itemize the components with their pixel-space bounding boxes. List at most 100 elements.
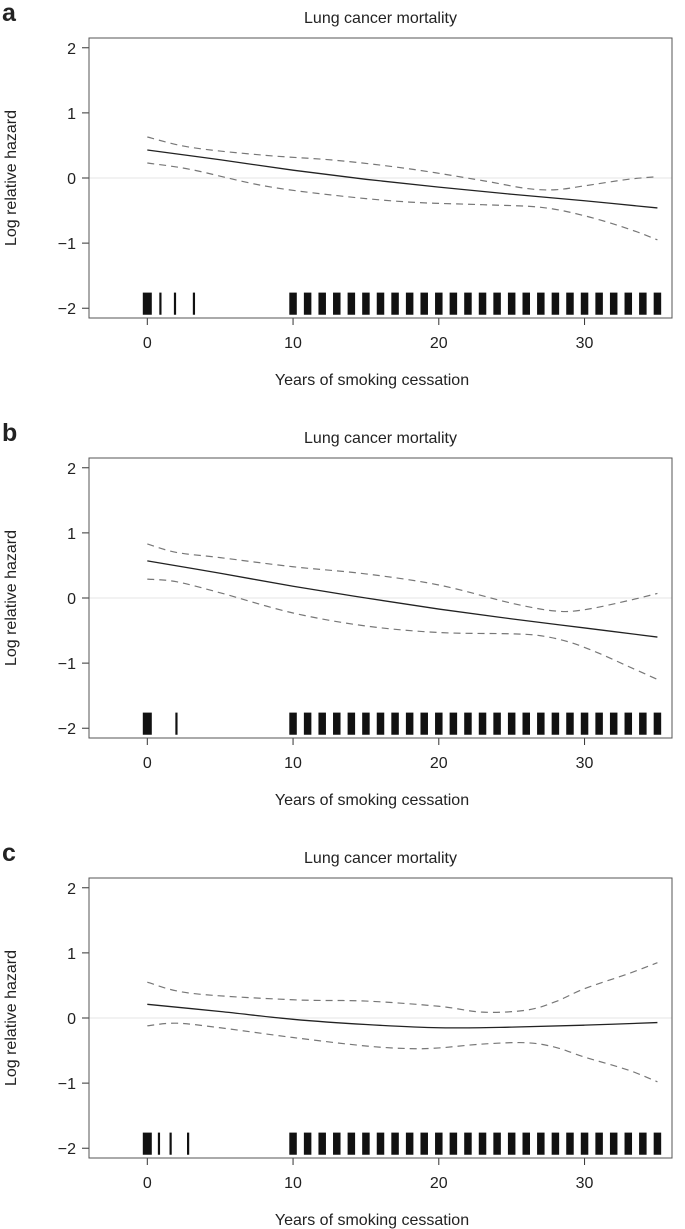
- chart-title: Lung cancer mortality: [304, 430, 457, 447]
- rug-mark: [142, 292, 152, 315]
- rug-plot: [142, 1132, 662, 1155]
- rug-mark: [566, 292, 574, 315]
- rug-mark: [464, 292, 472, 315]
- rug-mark: [493, 292, 501, 315]
- rug-mark: [478, 1132, 487, 1155]
- y-tick-label: 2: [67, 41, 76, 58]
- chart-panel-b: b Lung cancer mortality Years of smoking c…: [2, 419, 673, 809]
- chart-title: Lung cancer mortality: [304, 850, 457, 867]
- rug-mark: [580, 292, 589, 315]
- series-ci-upper-line: [147, 136, 658, 191]
- rug-mark: [624, 712, 633, 735]
- rug-mark: [391, 292, 399, 315]
- rug-mark: [405, 292, 414, 315]
- rug-mark: [449, 712, 458, 735]
- y-tick-label: 0: [67, 171, 76, 188]
- rug-mark: [420, 712, 428, 735]
- rug-mark: [595, 292, 603, 315]
- rug-mark: [376, 712, 385, 735]
- x-tick-label: 10: [284, 335, 302, 352]
- x-tick-label: 20: [430, 755, 448, 772]
- rug-mark: [609, 1132, 618, 1155]
- x-axis-label: Years of smoking cessation: [275, 1212, 469, 1229]
- rug-mark: [580, 712, 589, 735]
- rug-mark: [449, 292, 458, 315]
- rug-mark: [347, 292, 356, 315]
- rug-mark: [169, 1132, 172, 1155]
- rug-mark: [318, 712, 326, 735]
- y-axis-label: Log relative hazard: [3, 530, 20, 666]
- rug-mark: [435, 1132, 443, 1155]
- rug-mark: [478, 292, 487, 315]
- y-tick-label: −1: [58, 236, 76, 253]
- series-estimate-line: [147, 149, 658, 209]
- rug-mark: [639, 292, 647, 315]
- y-tick-label: −2: [58, 301, 76, 318]
- rug-mark: [333, 712, 341, 735]
- rug-mark: [566, 1132, 574, 1155]
- rug-mark: [522, 1132, 530, 1155]
- rug-mark: [464, 712, 472, 735]
- plot-frame: [88, 457, 673, 739]
- rug-mark: [522, 712, 530, 735]
- rug-mark: [376, 1132, 385, 1155]
- series-estimate-line: [147, 1003, 658, 1029]
- rug-mark: [435, 292, 443, 315]
- rug-mark: [580, 1132, 589, 1155]
- chart-panel-a: a Lung cancer mortality Years of smoking c…: [2, 0, 673, 389]
- rug-mark: [507, 712, 516, 735]
- rug-mark: [449, 1132, 458, 1155]
- rug-mark: [192, 292, 196, 315]
- panel-label: c: [2, 839, 16, 867]
- rug-mark: [347, 712, 356, 735]
- rug-mark: [624, 292, 633, 315]
- rug-mark: [537, 712, 545, 735]
- rug-mark: [478, 712, 487, 735]
- y-tick-label: 0: [67, 591, 76, 608]
- x-tick-label: 0: [143, 755, 152, 772]
- rug-mark: [507, 1132, 516, 1155]
- rug-mark: [157, 1132, 161, 1155]
- rug-mark: [376, 292, 385, 315]
- rug-mark: [318, 292, 326, 315]
- rug-mark: [289, 712, 297, 735]
- rug-mark: [595, 712, 603, 735]
- rug-mark: [391, 712, 399, 735]
- rug-mark: [551, 1132, 560, 1155]
- rug-mark: [595, 1132, 603, 1155]
- rug-mark: [187, 1132, 190, 1155]
- series-ci-upper-line: [147, 962, 658, 1013]
- rug-mark: [362, 712, 370, 735]
- plot-frame: [88, 37, 673, 319]
- rug-mark: [159, 292, 162, 315]
- rug-mark: [420, 292, 428, 315]
- y-axis-label: Log relative hazard: [3, 110, 20, 246]
- x-axis-label: Years of smoking cessation: [275, 372, 469, 389]
- rug-mark: [609, 712, 618, 735]
- rug-mark: [347, 1132, 356, 1155]
- rug-mark: [391, 1132, 399, 1155]
- rug-mark: [289, 1132, 297, 1155]
- rug-mark: [333, 1132, 341, 1155]
- rug-mark: [333, 292, 341, 315]
- rug-mark: [507, 292, 516, 315]
- rug-mark: [653, 1132, 662, 1155]
- rug-mark: [303, 292, 312, 315]
- rug-mark: [362, 292, 370, 315]
- rug-mark: [551, 712, 560, 735]
- rug-mark: [362, 1132, 370, 1155]
- rug-mark: [653, 712, 662, 735]
- rug-mark: [303, 1132, 312, 1155]
- x-tick-label: 30: [576, 755, 594, 772]
- x-tick-label: 30: [576, 335, 594, 352]
- panel-label: b: [2, 419, 17, 447]
- x-tick-label: 20: [430, 1175, 448, 1192]
- series-ci-lower-line: [147, 1022, 658, 1083]
- rug-mark: [420, 1132, 428, 1155]
- rug-mark: [609, 292, 618, 315]
- rug-plot: [142, 292, 662, 315]
- x-tick-label: 0: [143, 1175, 152, 1192]
- rug-mark: [142, 712, 152, 735]
- y-tick-label: −1: [58, 1076, 76, 1093]
